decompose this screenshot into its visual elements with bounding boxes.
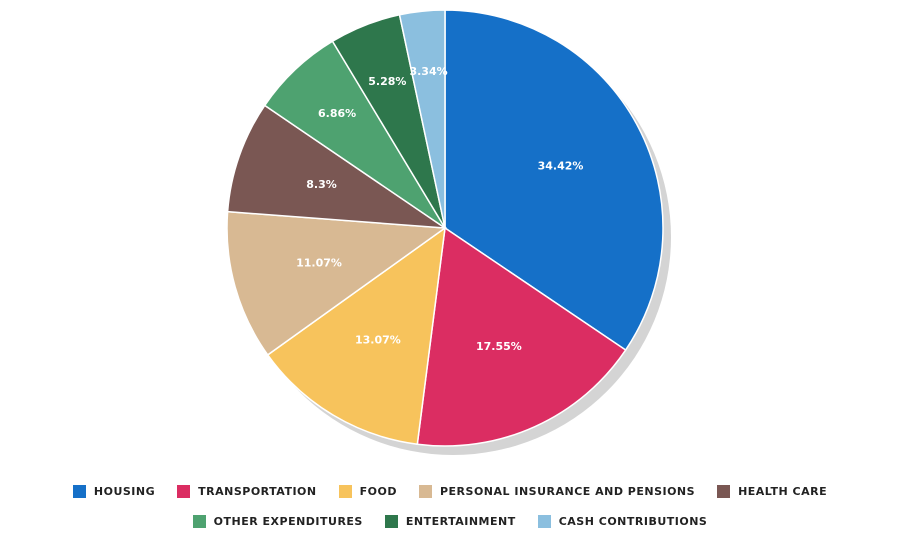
legend-item-other-expenditures: OTHER EXPENDITURES [192, 515, 363, 528]
pie-slice-transportation [416, 226, 627, 447]
legend-swatch-personal-insurance [418, 485, 432, 498]
legend-swatch-cash-contributions [537, 515, 551, 528]
slice-label-health-care: 8.3% [306, 178, 337, 191]
legend-label-transportation: TRANSPORTATION [198, 485, 317, 498]
legend-swatch-transportation [177, 485, 191, 498]
legend-label-other-expenditures: OTHER EXPENDITURES [213, 515, 363, 528]
pie-slice-personal-insurance-and-pensions [226, 210, 448, 356]
slice-label-other-expenditures: 6.86% [318, 107, 356, 120]
legend-item-personal-insurance: PERSONAL INSURANCE AND PENSIONS [418, 485, 696, 498]
pie-slice-cash-contributions [398, 9, 446, 229]
legend-swatch-entertainment [384, 515, 398, 528]
legend-item-health-care: HEALTH CARE [717, 485, 827, 498]
legend-row-1: HOUSING TRANSPORTATION FOOD PERSONAL INS… [0, 485, 900, 498]
slice-label-cash-contributions: 3.34% [409, 65, 447, 78]
legend-swatch-health-care [717, 485, 731, 498]
legend-swatch-other-expenditures [192, 515, 206, 528]
legend-item-cash-contributions: CASH CONTRIBUTIONS [537, 515, 708, 528]
legend-label-personal-insurance: PERSONAL INSURANCE AND PENSIONS [439, 485, 696, 498]
slice-label-personal-insurance-and-pensions: 11.07% [296, 256, 342, 269]
legend-label-entertainment: ENTERTAINMENT [405, 515, 516, 528]
pie-slice-food [266, 226, 446, 446]
legend-label-housing: HOUSING [93, 485, 156, 498]
slice-label-transportation: 17.55% [476, 340, 522, 353]
pie-slice-health-care [226, 104, 448, 229]
legend-swatch-housing [72, 485, 86, 498]
legend-item-food: FOOD [338, 485, 397, 498]
legend-item-transportation: TRANSPORTATION [177, 485, 316, 498]
legend-label-cash-contributions: CASH CONTRIBUTIONS [558, 515, 708, 528]
pie-slice-housing [444, 9, 664, 352]
legend-item-housing: HOUSING [72, 485, 156, 498]
legend-label-health-care: HEALTH CARE [738, 485, 828, 498]
legend-label-food: FOOD [359, 485, 397, 498]
legend-item-entertainment: ENTERTAINMENT [384, 515, 516, 528]
legend-swatch-food [338, 485, 352, 498]
slice-label-housing: 34.42% [538, 160, 584, 173]
slice-label-entertainment: 5.28% [368, 75, 406, 88]
legend-row-2: OTHER EXPENDITURES ENTERTAINMENT CASH CO… [0, 515, 900, 528]
pie-chart-svg: 34.42% 17.55% 13.07% 11.07% 8.3% 6.86% 5.28%3.… [226, 9, 671, 455]
slice-label-food: 13.07% [355, 333, 401, 346]
